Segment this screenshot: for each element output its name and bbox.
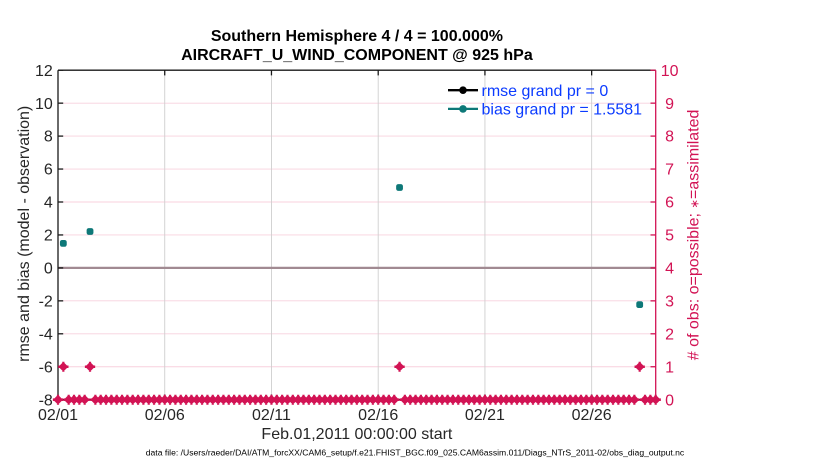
- svg-text:rmse and bias (model - observa: rmse and bias (model - observation): [16, 106, 33, 362]
- svg-text:7: 7: [665, 162, 674, 179]
- svg-text:bias grand pr = 1.5581: bias grand pr = 1.5581: [482, 102, 643, 119]
- svg-text:-2: -2: [39, 293, 53, 310]
- svg-text:-6: -6: [39, 359, 53, 376]
- svg-text:# of obs: o=possible; ∗=assimi: # of obs: o=possible; ∗=assimilated: [686, 110, 703, 361]
- svg-text:data file: /Users/raeder/DAI/A: data file: /Users/raeder/DAI/ATM_forcXX/…: [146, 447, 685, 457]
- svg-text:1: 1: [665, 359, 674, 376]
- svg-text:02/16: 02/16: [358, 407, 398, 424]
- svg-text:8: 8: [665, 129, 674, 146]
- svg-text:10: 10: [661, 63, 679, 80]
- svg-text:AIRCRAFT_U_WIND_COMPONENT @ 92: AIRCRAFT_U_WIND_COMPONENT @ 925 hPa: [181, 47, 533, 64]
- svg-text:10: 10: [35, 96, 53, 113]
- svg-text:2: 2: [665, 326, 674, 343]
- svg-text:02/06: 02/06: [145, 407, 185, 424]
- svg-text:02/26: 02/26: [572, 407, 612, 424]
- svg-text:Southern Hemisphere 4 / 4 = 10: Southern Hemisphere 4 / 4 = 100.000%: [211, 28, 503, 45]
- svg-text:0: 0: [44, 261, 53, 278]
- svg-text:rmse grand pr = 0: rmse grand pr = 0: [482, 83, 609, 100]
- svg-text:8: 8: [44, 129, 53, 146]
- svg-text:4: 4: [44, 195, 53, 212]
- svg-text:9: 9: [665, 96, 674, 113]
- svg-text:5: 5: [665, 228, 674, 245]
- svg-text:2: 2: [44, 228, 53, 245]
- svg-text:12: 12: [35, 63, 53, 80]
- svg-text:02/11: 02/11: [252, 407, 291, 424]
- svg-text:02/21: 02/21: [465, 407, 505, 424]
- svg-text:Feb.01,2011 00:00:00 start: Feb.01,2011 00:00:00 start: [261, 426, 453, 443]
- svg-text:6: 6: [44, 162, 53, 179]
- svg-text:4: 4: [665, 261, 674, 278]
- svg-text:3: 3: [665, 293, 674, 310]
- svg-text:02/01: 02/01: [38, 407, 78, 424]
- svg-text:-8: -8: [39, 392, 53, 409]
- svg-text:6: 6: [665, 195, 674, 212]
- svg-text:-4: -4: [39, 326, 53, 343]
- svg-text:0: 0: [665, 392, 674, 409]
